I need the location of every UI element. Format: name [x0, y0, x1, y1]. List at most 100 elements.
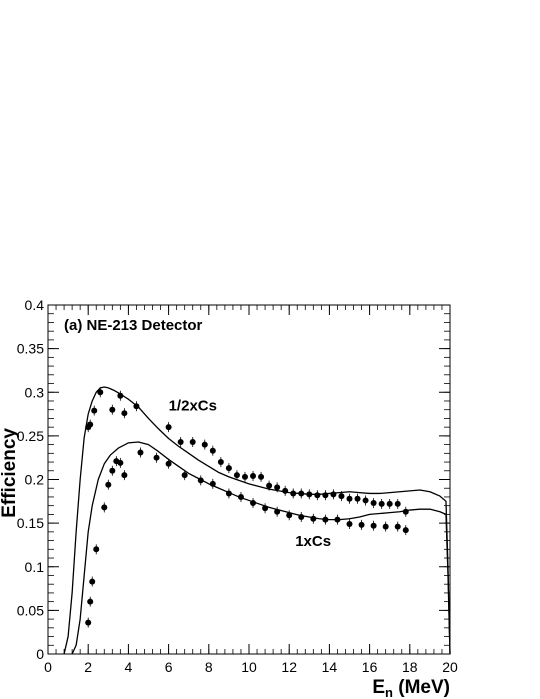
plot-frame	[47, 304, 451, 655]
data-point	[386, 500, 393, 507]
series-line-1-2xcs	[63, 386, 451, 655]
data-point	[85, 619, 92, 626]
data-point	[266, 482, 273, 489]
data-point	[117, 459, 124, 466]
data-point	[306, 491, 313, 498]
data-point	[402, 508, 409, 515]
series-line-1xcs	[71, 441, 451, 655]
data-point	[217, 459, 224, 466]
data-point	[274, 508, 281, 515]
data-point	[358, 521, 365, 528]
data-point	[274, 484, 281, 491]
data-point	[101, 504, 108, 511]
y-tick-label: 0.4	[25, 297, 45, 313]
data-point	[105, 481, 112, 488]
data-point	[262, 505, 269, 512]
data-point	[97, 389, 104, 396]
x-tick-label: 14	[322, 659, 338, 675]
y-tick-label: 0.3	[25, 384, 45, 400]
data-point	[197, 477, 204, 484]
data-point	[338, 493, 345, 500]
x-axis-label-base: E	[372, 677, 385, 698]
data-point	[89, 578, 96, 585]
data-point	[153, 454, 160, 461]
x-tick-label: 12	[281, 659, 297, 675]
data-point	[314, 492, 321, 499]
data-point	[241, 473, 248, 480]
data-point	[209, 447, 216, 454]
data-point	[209, 480, 216, 487]
data-point	[250, 473, 257, 480]
y-tick-label: 0.2	[25, 472, 45, 488]
data-point	[394, 523, 401, 530]
data-point	[322, 492, 329, 499]
y-tick-label: 0.05	[17, 602, 44, 618]
data-point	[109, 406, 116, 413]
data-point	[109, 467, 116, 474]
data-point	[298, 490, 305, 497]
data-point	[250, 500, 257, 507]
data-point	[121, 472, 128, 479]
y-tick-label: 0	[36, 646, 44, 662]
data-point	[165, 424, 172, 431]
data-point	[91, 407, 98, 414]
data-point	[370, 500, 377, 507]
data-point	[93, 546, 100, 553]
x-tick-label: 2	[84, 659, 92, 675]
x-tick-label: 10	[241, 659, 257, 675]
data-point	[181, 472, 188, 479]
data-point	[121, 410, 128, 417]
data-point	[87, 598, 94, 605]
data-point	[334, 516, 341, 523]
data-point	[258, 473, 265, 480]
y-tick-label: 0.15	[17, 515, 44, 531]
data-point	[370, 522, 377, 529]
data-point	[177, 438, 184, 445]
y-axis-label: Efficiency	[0, 428, 20, 518]
data-point	[310, 515, 317, 522]
x-tick-label: 20	[442, 659, 458, 675]
data-point	[330, 491, 337, 498]
data-point	[290, 490, 297, 497]
data-point	[382, 523, 389, 530]
data-point	[117, 392, 124, 399]
data-point	[137, 449, 144, 456]
x-tick-label: 0	[44, 659, 52, 675]
data-point	[354, 495, 361, 502]
x-axis-label: En (MeV)	[372, 677, 450, 699]
data-point	[189, 438, 196, 445]
data-point	[286, 512, 293, 519]
x-axis-label-subscript: n	[385, 685, 393, 699]
plot-area: 1/2xCs 1xCs	[63, 386, 451, 655]
y-tick-label: 0.35	[17, 341, 44, 357]
data-point	[402, 527, 409, 534]
data-point	[225, 490, 232, 497]
x-tick-label: 16	[362, 659, 378, 675]
data-point	[298, 514, 305, 521]
y-tick-label: 0.1	[25, 559, 45, 575]
data-point	[322, 516, 329, 523]
axes: 0 2 4 6 8 10 12 14 16 18 20 0 0.05 0.1 0.15 0.2 0.25 0.3 0…	[17, 297, 458, 675]
data-point	[346, 520, 353, 527]
data-point	[201, 441, 208, 448]
y-tick-label: 0.25	[17, 428, 44, 444]
curve-annotation: 1/2xCs	[169, 398, 217, 415]
data-point	[87, 421, 94, 428]
data-point	[225, 465, 232, 472]
data-point	[165, 460, 172, 467]
data-point	[362, 497, 369, 504]
x-tick-label: 6	[165, 659, 173, 675]
panel-label: (a) NE-213 Detector	[64, 317, 203, 334]
x-tick-label: 8	[205, 659, 213, 675]
data-point	[233, 472, 240, 479]
data-point	[378, 500, 385, 507]
data-point	[282, 487, 289, 494]
x-tick-label: 4	[125, 659, 133, 675]
x-tick-label: 18	[402, 659, 418, 675]
data-point	[133, 403, 140, 410]
curve-annotation: 1xCs	[295, 533, 331, 550]
data-point	[237, 493, 244, 500]
x-axis-label-units: (MeV)	[393, 677, 450, 698]
data-point	[394, 500, 401, 507]
